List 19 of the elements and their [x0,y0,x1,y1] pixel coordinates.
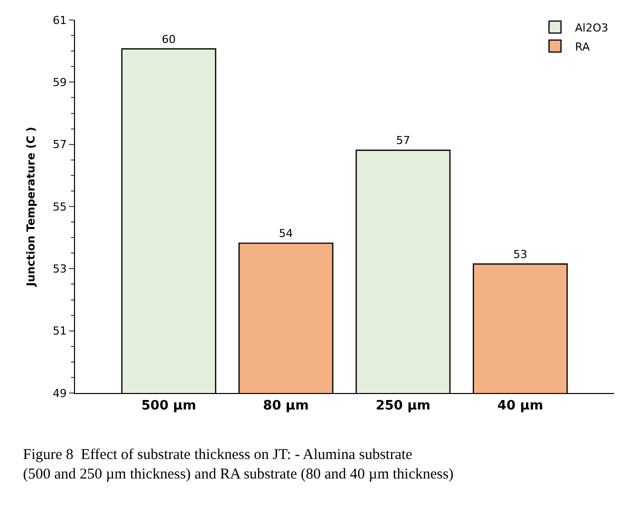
y-tick-label: 49 [52,386,67,400]
x-tick-label: 40 µm [497,398,544,414]
data-label: 53 [513,248,528,261]
caption: Figure 8 Effect of substrate thickness on JT: - Alumina substrate (500 and 250 µm thickness) and RA substrate (80 and 40 µm thickness) [23,447,454,482]
y-tick-label: 51 [52,324,67,338]
y-tick-label: 53 [52,262,67,276]
y-tick-label: 61 [52,14,67,27]
y-tick-label: 55 [52,200,67,214]
x-tick-label: 250 µm [376,398,430,414]
x-tick-label: 500 µm [141,398,196,414]
y-tick-label: 59 [52,76,67,90]
data-label: 57 [396,134,410,148]
x-tick-label: 80 µm [263,398,309,414]
y-axis-title: Junction Temperature (C ) [24,126,38,288]
legend-label: RA [575,40,590,54]
data-label: 60 [162,32,176,46]
data-label: 54 [278,227,293,240]
y-tick-label: 57 [52,138,67,152]
legend-label: Al2O3 [575,21,608,34]
